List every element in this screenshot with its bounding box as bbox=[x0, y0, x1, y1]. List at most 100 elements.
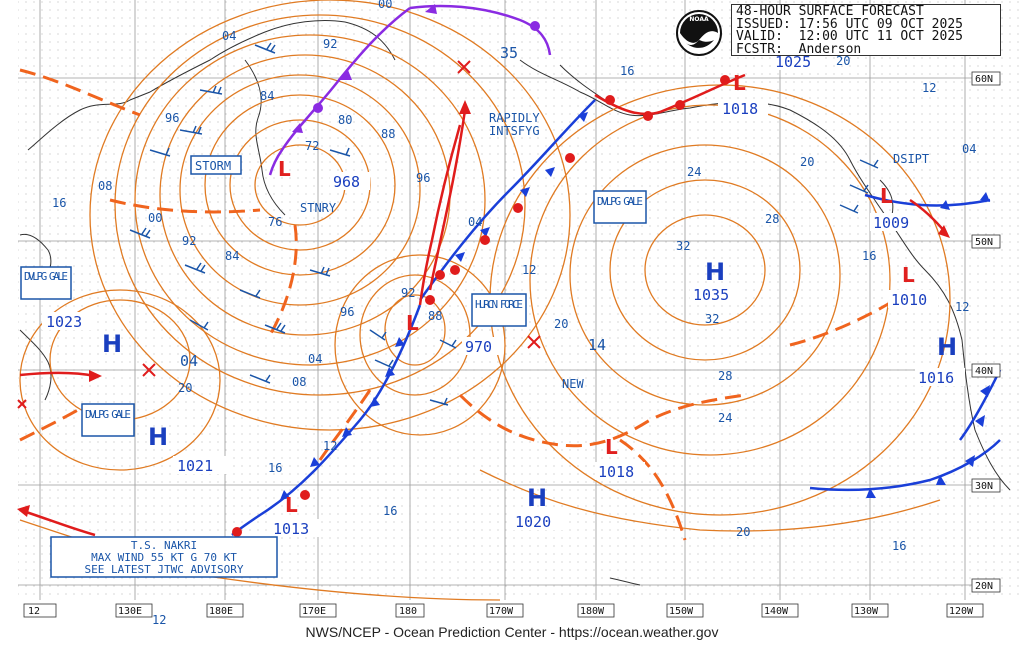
new-label: NEW bbox=[562, 377, 584, 391]
isobar-label: 32 bbox=[705, 312, 719, 326]
isobar-label: 16 bbox=[52, 196, 66, 210]
dvlpg-gale-label: DVLPG GALE bbox=[85, 408, 131, 421]
isobar-label: 12 bbox=[323, 439, 337, 453]
isobar-labels: 04 96 84 80 88 92 72 76 08 16 00 92 84 9… bbox=[52, 0, 976, 627]
lat-label: 40N bbox=[975, 366, 993, 377]
forecast-title: 48-HOUR SURFACE FORECAST bbox=[736, 4, 924, 19]
high-symbol: H bbox=[937, 333, 957, 361]
isobar-label: 20 bbox=[554, 317, 568, 331]
pressure-value: 1018 bbox=[722, 100, 758, 118]
lat-label: 30N bbox=[975, 481, 993, 492]
low-symbol: L bbox=[733, 71, 746, 95]
isobar-label: 84 bbox=[225, 249, 239, 263]
annotation-labels: RAPIDLY INTSFYG STNRY NEW DSIPT 35 14 04 bbox=[180, 44, 929, 391]
isobar-label: 04 bbox=[468, 215, 482, 229]
lon-label: 120W bbox=[949, 606, 974, 617]
lat-label: 50N bbox=[975, 237, 993, 248]
isobar-label: 20 bbox=[800, 155, 814, 169]
lon-label: 150W bbox=[669, 606, 694, 617]
lon-label: 12 bbox=[28, 606, 40, 617]
lon-label: 180W bbox=[580, 606, 605, 617]
lat-label: 60N bbox=[975, 74, 993, 85]
isobar-label: 88 bbox=[428, 309, 442, 323]
pressure-value: 1016 bbox=[918, 369, 954, 387]
wind-value-label: 14 bbox=[588, 336, 606, 354]
isobar-label: 16 bbox=[862, 249, 876, 263]
isobar-label: 96 bbox=[340, 305, 354, 319]
pressure-value: 1025 bbox=[775, 53, 811, 71]
isobar-label: 04 bbox=[962, 142, 976, 156]
isobar-label: 12 bbox=[522, 263, 536, 277]
isobar-label: 76 bbox=[268, 215, 282, 229]
isobar-label: 28 bbox=[718, 369, 732, 383]
lon-label: 170E bbox=[302, 606, 326, 617]
pressure-value: 1023 bbox=[46, 313, 82, 331]
isobar-label: 00 bbox=[148, 211, 162, 225]
lon-label: 180E bbox=[209, 606, 233, 617]
isobar-label: 20 bbox=[736, 525, 750, 539]
pressure-values: 968 970 1018 1009 1010 1018 1013 1035 10… bbox=[42, 52, 965, 538]
lon-label: 130W bbox=[854, 606, 879, 617]
isobar-label: 32 bbox=[676, 239, 690, 253]
isobar-label: 92 bbox=[323, 37, 337, 51]
isobar-label: 16 bbox=[620, 64, 634, 78]
lat-label: 20N bbox=[975, 581, 993, 592]
stnry-label: STNRY bbox=[300, 201, 337, 215]
storm-label: STORM bbox=[195, 159, 231, 173]
longitude-labels: 12 130E 180E 170E 180 170W 180W 150W 140… bbox=[23, 603, 984, 618]
isobar-label: 16 bbox=[383, 504, 397, 518]
advisory-line: SEE LATEST JTWC ADVISORY bbox=[85, 563, 244, 576]
isobar-label: 20 bbox=[836, 54, 850, 68]
wind-value-label: 04 bbox=[180, 352, 198, 370]
intsfyg-label: INTSFYG bbox=[489, 124, 540, 138]
pressure-value: 1009 bbox=[873, 214, 909, 232]
lon-label: 140W bbox=[764, 606, 789, 617]
low-symbol: L bbox=[902, 263, 915, 287]
low-symbol: L bbox=[278, 157, 291, 181]
high-symbol: H bbox=[527, 484, 547, 512]
high-symbol: H bbox=[705, 258, 725, 286]
isobar-label: 72 bbox=[305, 139, 319, 153]
isobar-label: 04 bbox=[308, 352, 322, 366]
isobar-label: 12 bbox=[955, 300, 969, 314]
center-marks bbox=[17, 60, 541, 409]
lon-label: 130E bbox=[118, 606, 142, 617]
wind-barbs bbox=[129, 42, 879, 406]
advisory-line: T.S. NAKRI bbox=[131, 539, 197, 552]
isobar-label: 80 bbox=[338, 113, 352, 127]
isobar-label: 24 bbox=[687, 165, 701, 179]
dvlpg-gale-label: DVLPG GALE bbox=[24, 270, 68, 283]
isobar-label: 20 bbox=[178, 381, 192, 395]
pressure-value: 1020 bbox=[515, 513, 551, 531]
isobar-label: 96 bbox=[416, 171, 430, 185]
isobar-label: 28 bbox=[765, 212, 779, 226]
dsipt-label: DSIPT bbox=[893, 152, 929, 166]
valid-time: VALID: 12:00 UTC 11 OCT 2025 bbox=[736, 29, 963, 44]
pressure-value: 1013 bbox=[273, 520, 309, 538]
lon-label: 170W bbox=[489, 606, 514, 617]
isobar-label: 12 bbox=[922, 81, 936, 95]
pressure-value: 968 bbox=[333, 173, 360, 191]
advisory-box: T.S. NAKRI MAX WIND 55 KT G 70 KT SEE LA… bbox=[50, 536, 278, 578]
isobar-label: 00 bbox=[378, 0, 392, 11]
forecaster: FCSTR: Anderson bbox=[736, 41, 862, 57]
high-symbol: H bbox=[148, 423, 168, 451]
occluded-front bbox=[268, 4, 552, 176]
lon-label: 180 bbox=[399, 606, 417, 617]
svg-text:NOAA: NOAA bbox=[689, 16, 709, 23]
isobar-label: 08 bbox=[98, 179, 112, 193]
rapidly-label: RAPIDLY bbox=[489, 111, 540, 125]
low-symbol: L bbox=[605, 435, 618, 459]
isobar-label: 16 bbox=[268, 461, 282, 475]
pressure-value: 1035 bbox=[693, 286, 729, 304]
pressure-value: 1021 bbox=[177, 457, 213, 475]
low-symbol: L bbox=[406, 311, 419, 335]
track-arrowheads bbox=[17, 100, 950, 517]
isobar-label: 92 bbox=[401, 286, 415, 300]
advisory-line: MAX WIND 55 KT G 70 KT bbox=[91, 551, 237, 564]
isobar-label: 24 bbox=[718, 411, 732, 425]
high-symbols: H H H H H bbox=[102, 258, 957, 512]
isobar-label: 12 bbox=[152, 613, 166, 627]
